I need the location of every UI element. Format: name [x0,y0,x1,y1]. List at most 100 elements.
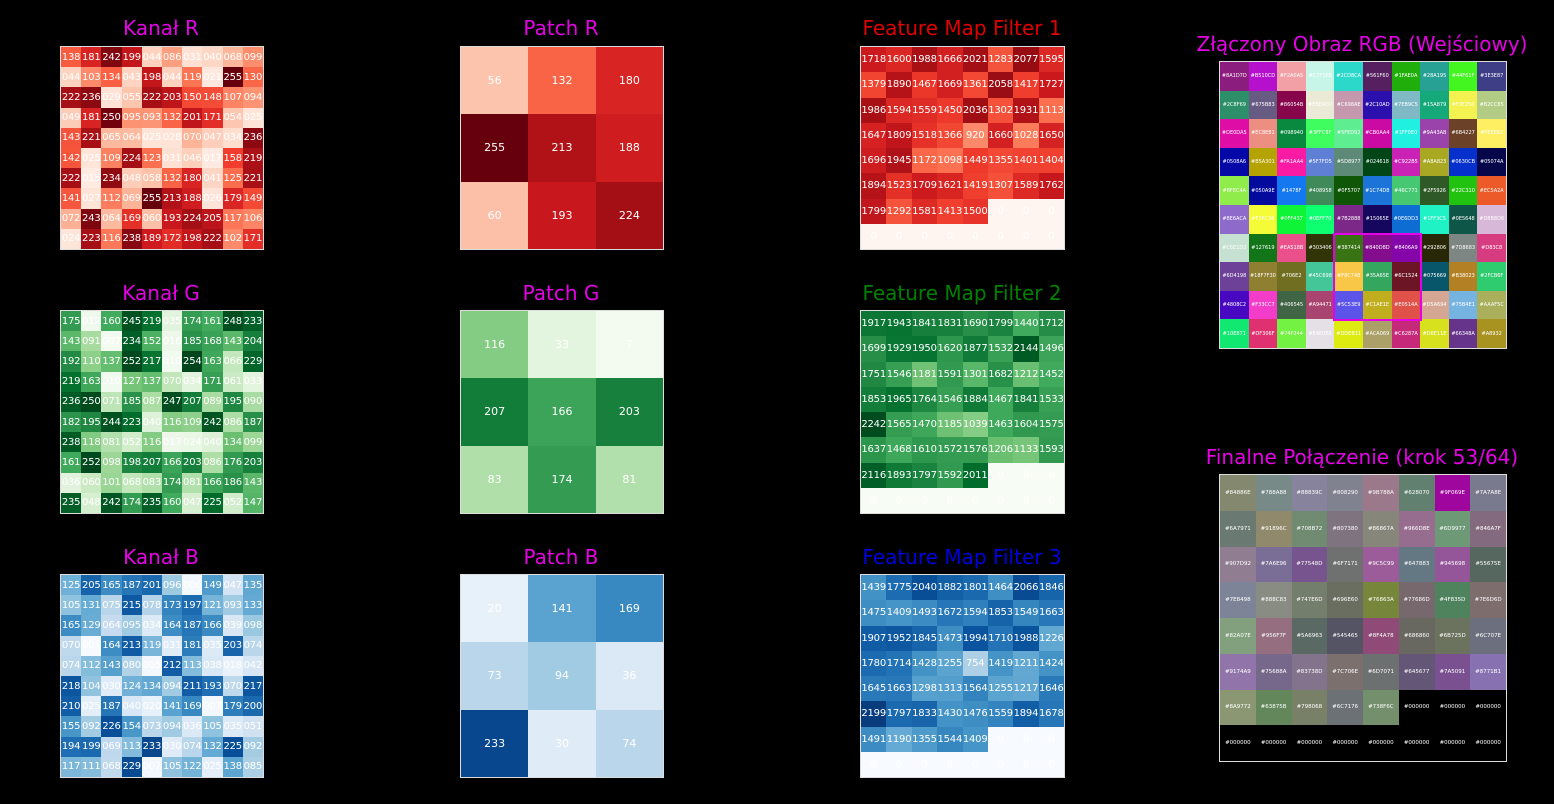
color-cell: #46C771 [1391,176,1421,205]
cell: 254 [182,351,203,372]
cell: 1217 [1013,676,1039,702]
color-cell: #8F4A78 [1363,618,1399,654]
cell: 205 [202,208,223,229]
color-cell: #647883 [1398,546,1435,583]
cell: 116 [461,311,529,379]
cell: 1853 [987,600,1014,626]
color-cell: #7E8498 [1220,582,1256,618]
cell: 1797 [911,462,938,488]
cell: 2066 [1013,575,1039,601]
cell: 152 [141,331,162,352]
cell: 081 [182,472,203,493]
cell: 098 [101,452,122,473]
cell: 040 [202,47,223,68]
color-cell: #747E6D [1291,582,1328,618]
color-cell: #1FF3C5 [1420,205,1449,234]
cell: 035 [202,635,223,656]
cell: 031 [162,148,183,169]
cell: 105 [61,595,82,616]
cell: 131 [81,595,102,616]
cell: 81 [595,445,663,513]
cell: 069 [121,188,142,209]
color-cell: #000000 [1470,689,1506,726]
cell: 0 [987,223,1014,249]
cell: 1430 [937,701,963,727]
color-cell: #28A195 [1420,62,1449,91]
feature-map-1-grid: 1718 1600 1988 1666 2021 1283 2077 1595 1379 1890… [860,46,1065,250]
cell: 064 [101,208,122,229]
cell: 113 [121,736,142,757]
cell: 0 [1038,726,1064,752]
cell: 217 [242,676,263,697]
color-cell: #686860 [1398,618,1435,654]
color-cell: #000000 [1255,725,1292,761]
cell: 117 [61,756,82,777]
color-cell: #5A6963 [1291,618,1328,654]
cell: 1190 [886,726,912,752]
cell: 112 [101,188,122,209]
cell: 105 [162,756,183,777]
cell: 161 [202,311,223,332]
color-cell: #000000 [1434,689,1471,726]
cell: 047 [182,492,203,513]
color-cell: #3FFC5F [1305,119,1335,148]
cell: 105 [202,716,223,737]
color-cell: #EC8E81 [1248,119,1278,148]
cell: 179 [222,188,243,209]
color-cell: #945698 [1434,546,1471,583]
cell: 150 [182,87,203,108]
cell: 1877 [962,336,988,362]
cell: 149 [242,188,263,209]
cell: 233 [461,709,529,777]
cell: 187 [121,575,142,596]
cell: 236 [242,127,263,148]
cell: 1404 [1038,148,1064,174]
color-cell: #AAAF5C [1477,290,1506,320]
cell: 1572 [937,437,963,463]
color-cell: #000000 [1470,725,1506,761]
cell: 068 [101,756,122,777]
cell: 1581 [911,198,938,224]
cell: 143 [222,331,243,352]
cell: 119 [182,67,203,88]
color-cell: #000000 [1327,725,1363,761]
cell: 1544 [937,726,963,752]
cell: 1302 [987,97,1014,123]
cell: 1576 [962,437,988,463]
cell: 169 [182,696,203,717]
cell: 025 [81,696,102,717]
color-cell: #706E2 [1277,262,1306,291]
cell: 226 [101,716,122,737]
cell: 215 [121,595,142,616]
color-cell: #7A7A8E [1470,475,1506,511]
cell: 201 [182,107,203,128]
cell: 1493 [911,600,938,626]
cell: 161 [61,452,82,473]
cell: 095 [121,107,142,128]
cell: 1994 [962,625,988,651]
cell: 210 [61,696,82,717]
cell: 1831 [937,311,963,337]
cell: 1595 [1038,47,1064,73]
cell: 1419 [962,173,988,199]
cell: 1255 [937,650,963,676]
cell: 1593 [1038,437,1064,463]
cell: 0 [911,223,938,249]
cell: 1133 [1013,437,1039,463]
cell: 116 [101,228,122,249]
cell: 1929 [886,336,912,362]
cell: 068 [222,47,243,68]
cell: 168 [202,331,223,352]
color-cell: #9B788A [1363,475,1399,511]
cell: 1801 [962,575,988,601]
title-rgb-input: Złączony Obraz RGB (Wejściowy) [1196,32,1528,56]
color-cell: #75688A [1255,653,1292,690]
cell: 121 [202,595,223,616]
color-cell: #C6E1D2 [1220,233,1249,263]
cell: 2040 [911,575,938,601]
cell: 025 [202,756,223,777]
cell: 238 [121,228,142,249]
title-final-combination: Finalne Połączenie (krok 53/64) [1205,445,1519,469]
patch-g-grid: 116 33 7 207 166 203 83 174 81 [460,310,664,514]
cell: 166 [202,615,223,636]
